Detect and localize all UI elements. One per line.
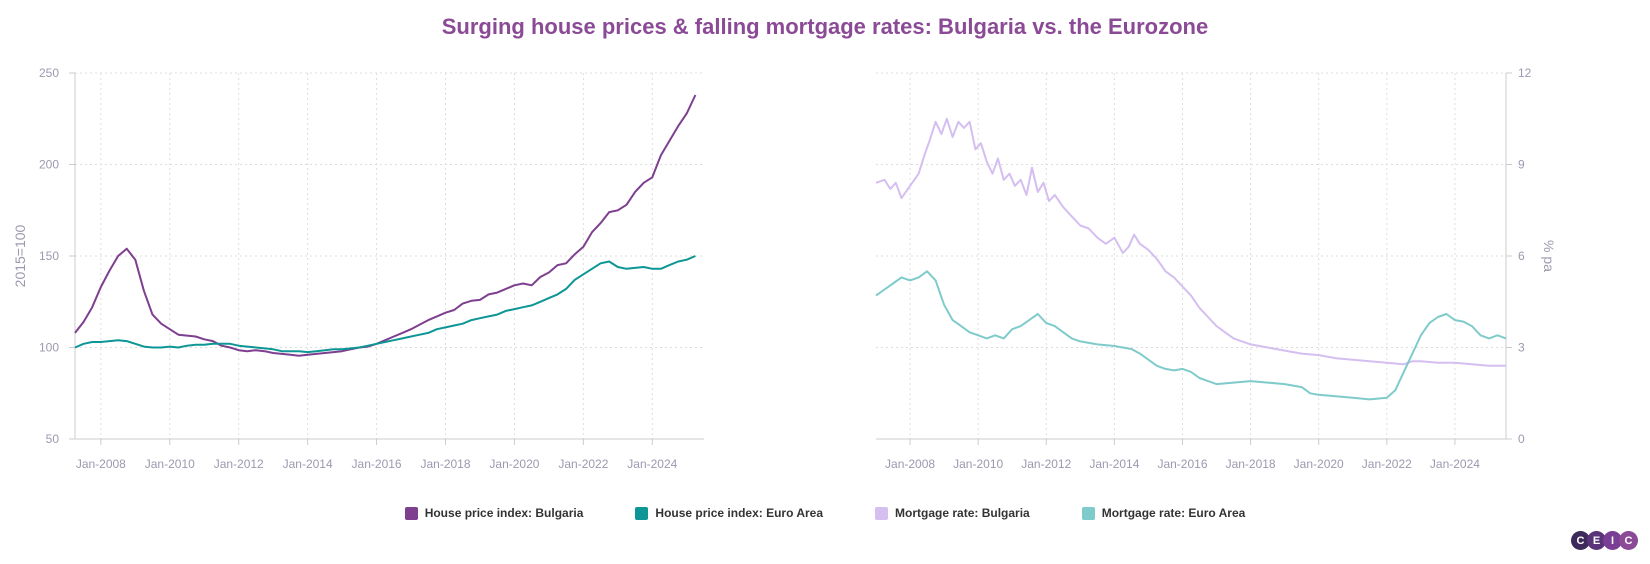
x-tick-label: Jan-2014	[1089, 457, 1139, 471]
series-line-mortgage-rate-bulgaria	[875, 117, 1506, 367]
legend-label: Mortgage rate: Bulgaria	[895, 506, 1030, 520]
y-tick-label: 100	[39, 341, 59, 355]
y-tick-label: 50	[46, 432, 60, 446]
y-tick-label: 0	[1518, 432, 1525, 446]
y-tick-label: 9	[1518, 158, 1525, 172]
legend-item-mortgage-euro-area[interactable]: Mortgage rate: Euro Area	[1081, 506, 1246, 520]
y-axis-title: 2015=100	[12, 224, 28, 287]
chart-title: Surging house prices & falling mortgage …	[441, 14, 1209, 39]
y-axis-title: % pa	[1541, 240, 1557, 272]
x-tick-label: Jan-2012	[1021, 457, 1071, 471]
series-line-house-price-index-bulgaria	[74, 94, 697, 357]
y-tick-label: 3	[1518, 341, 1525, 355]
x-tick-label: Jan-2018	[1226, 457, 1276, 471]
legend-item-mortgage-bulgaria[interactable]: Mortgage rate: Bulgaria	[875, 506, 1030, 520]
legend-item-house-price-euro-area[interactable]: House price index: Euro Area	[635, 506, 823, 520]
legend-label: House price index: Euro Area	[655, 506, 824, 520]
logo-letter: E	[1587, 531, 1606, 550]
series-line-house-price-index-euro-area	[74, 255, 696, 354]
ceic-logo: C E I C	[1571, 531, 1638, 550]
x-tick-label: Jan-2022	[1362, 457, 1412, 471]
legend-swatch	[875, 506, 889, 520]
y-tick-label: 150	[39, 249, 59, 263]
x-tick-label: Jan-2016	[1157, 457, 1207, 471]
x-tick-label: Jan-2010	[953, 457, 1003, 471]
x-tick-label: Jan-2008	[76, 457, 126, 471]
x-tick-label: Jan-2024	[1430, 457, 1480, 471]
legend-swatch	[1081, 506, 1095, 520]
x-tick-label: Jan-2018	[420, 457, 470, 471]
x-tick-label: Jan-2020	[489, 457, 539, 471]
x-tick-label: Jan-2010	[145, 457, 195, 471]
legend-label: Mortgage rate: Euro Area	[1101, 506, 1246, 520]
y-tick-label: 12	[1518, 66, 1532, 80]
chart-canvas: 50 100 150 200 250 Jan-2008 Jan-2010 Jan-2012 Ja…	[12, 66, 1557, 471]
x-tick-label: Jan-2020	[1294, 457, 1344, 471]
logo-letter: C	[1619, 531, 1638, 550]
legend: House price index: Bulgaria House price …	[0, 506, 1650, 520]
legend-swatch	[404, 506, 418, 520]
y-tick-label: 6	[1518, 249, 1525, 263]
y-tick-label: 250	[39, 66, 59, 80]
legend-label: House price index: Bulgaria	[424, 506, 584, 520]
legend-swatch	[635, 506, 649, 520]
logo-letter: C	[1571, 531, 1590, 550]
y-tick-label: 200	[39, 158, 59, 172]
series-line-mortgage-rate-euro-area	[875, 270, 1507, 401]
x-tick-label: Jan-2014	[283, 457, 333, 471]
x-tick-label: Jan-2016	[352, 457, 402, 471]
legend-item-house-price-bulgaria[interactable]: House price index: Bulgaria	[404, 506, 584, 520]
x-tick-label: Jan-2012	[214, 457, 264, 471]
x-tick-label: Jan-2022	[558, 457, 608, 471]
x-tick-label: Jan-2008	[885, 457, 935, 471]
x-tick-label: Jan-2024	[627, 457, 677, 471]
logo-letter: I	[1603, 531, 1622, 550]
